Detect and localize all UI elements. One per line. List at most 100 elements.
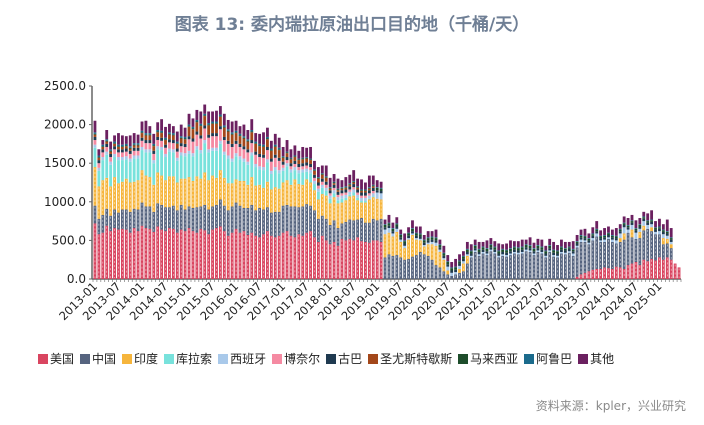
- bar-segment-印度: [113, 177, 116, 210]
- bar-segment-中国: [450, 275, 454, 279]
- source-note: 资料来源：kpler，兴业研究: [535, 399, 686, 413]
- bar-segment-西班牙: [348, 191, 352, 195]
- bar-segment-阿鲁巴: [501, 248, 505, 250]
- bar-segment-库拉索: [332, 193, 336, 198]
- bar-segment-其他: [128, 135, 132, 147]
- bar-segment-阿鲁巴: [367, 187, 371, 188]
- bar-segment-马来西亚: [171, 134, 175, 136]
- bar-segment-阿鲁巴: [195, 119, 199, 122]
- bar-segment-美国: [309, 231, 312, 279]
- bar-segment-库拉索: [352, 192, 356, 196]
- bar-segment-其他: [403, 233, 407, 241]
- bar-segment-其他: [595, 221, 599, 229]
- bar-segment-古巴: [493, 249, 497, 252]
- bar-segment-阿鲁巴: [242, 136, 246, 138]
- bar-segment-印度: [414, 239, 418, 256]
- bar-segment-其他: [650, 210, 654, 220]
- bar-segment-阿鲁巴: [414, 232, 418, 234]
- bar-segment-其他: [509, 240, 512, 249]
- bar-segment-其他: [591, 227, 595, 234]
- bar-segment-马来西亚: [528, 245, 532, 249]
- legend-swatch: [458, 353, 469, 364]
- bar-segment-马来西亚: [222, 126, 226, 128]
- bar-segment-博奈尔: [360, 195, 363, 198]
- bar-segment-马来西亚: [367, 187, 371, 189]
- bar-segment-其他: [360, 179, 363, 190]
- bar-segment-阿鲁巴: [599, 235, 603, 237]
- legend-item: 中国: [80, 350, 116, 367]
- bar-segment-古巴: [638, 226, 642, 229]
- bar-segment-美国: [634, 262, 638, 279]
- bar-segment-印度: [168, 176, 171, 208]
- bar-segment-其他: [622, 216, 626, 223]
- bar-segment-古巴: [266, 146, 269, 151]
- bar-segment-博奈尔: [313, 177, 316, 181]
- bar-segment-西班牙: [160, 146, 164, 151]
- bar-segment-古巴: [548, 248, 552, 251]
- bar-segment-中国: [336, 228, 340, 246]
- bar-segment-西班牙: [403, 245, 407, 249]
- bar-segment-西班牙: [477, 254, 481, 256]
- bar-segment-其他: [485, 240, 489, 249]
- bar-segment-美国: [305, 232, 309, 279]
- legend-swatch: [368, 353, 379, 364]
- bar-segment-马来西亚: [418, 234, 422, 237]
- bar-segment-圣尤斯特歇斯: [340, 188, 344, 191]
- bar-segment-库拉索: [305, 171, 309, 180]
- bar-segment-古巴: [195, 131, 199, 135]
- bar-segment-西班牙: [665, 235, 669, 239]
- bar-segment-中国: [171, 205, 175, 229]
- bar-segment-阿鲁巴: [258, 143, 262, 146]
- bar-segment-古巴: [387, 225, 391, 229]
- bar-segment-印度: [669, 244, 673, 249]
- bar-segment-西班牙: [446, 266, 450, 271]
- bar-segment-库拉索: [113, 157, 116, 178]
- bar-segment-阿鲁巴: [285, 151, 289, 153]
- bar-segment-其他: [187, 113, 191, 125]
- bar-segment-其他: [301, 146, 305, 158]
- bar-segment-阿鲁巴: [152, 143, 156, 146]
- bar-segment-西班牙: [536, 250, 540, 252]
- bar-segment-美国: [93, 223, 97, 279]
- bar-segment-其他: [442, 245, 446, 253]
- bar-segment-马来西亚: [395, 224, 399, 227]
- bar-segment-其他: [462, 251, 465, 256]
- bar-segment-阿鲁巴: [266, 136, 269, 139]
- bar-segment-美国: [250, 232, 254, 279]
- bar-segment-西班牙: [124, 156, 128, 160]
- bar-segment-中国: [199, 206, 203, 229]
- bar-segment-马来西亚: [360, 190, 363, 191]
- bar-segment-马来西亚: [458, 261, 461, 264]
- bar-segment-库拉索: [160, 150, 164, 176]
- bar-segment-马来西亚: [638, 224, 642, 227]
- bar-segment-中国: [563, 254, 567, 279]
- bar-segment-马来西亚: [375, 187, 379, 191]
- bar-segment-阿鲁巴: [571, 248, 575, 250]
- bar-segment-阿鲁巴: [544, 250, 548, 252]
- bar-segment-美国: [117, 229, 120, 279]
- bar-segment-其他: [391, 222, 395, 229]
- bar-segment-中国: [583, 241, 587, 273]
- bar-segment-其他: [305, 147, 309, 158]
- bar-segment-西班牙: [501, 254, 505, 256]
- bar-segment-印度: [309, 182, 312, 206]
- bar-segment-阿鲁巴: [113, 141, 116, 144]
- bar-segment-其他: [556, 245, 559, 251]
- bar-segment-圣尤斯特歇斯: [305, 158, 309, 163]
- bar-segment-其他: [426, 231, 430, 238]
- bar-segment-库拉索: [171, 152, 175, 177]
- bar-segment-古巴: [426, 240, 430, 243]
- bar-segment-库拉索: [316, 191, 320, 200]
- bar-segment-西班牙: [661, 234, 665, 239]
- bar-segment-阿鲁巴: [654, 227, 657, 229]
- bar-segment-马来西亚: [477, 249, 481, 252]
- bar-segment-印度: [195, 176, 199, 208]
- bar-segment-西班牙: [352, 189, 356, 193]
- bar-segment-马来西亚: [183, 138, 187, 140]
- bar-segment-马来西亚: [113, 143, 116, 144]
- bar-segment-圣尤斯特歇斯: [183, 139, 187, 144]
- bar-segment-博奈尔: [101, 152, 105, 158]
- bar-segment-古巴: [489, 247, 493, 250]
- bar-segment-马来西亚: [160, 132, 164, 134]
